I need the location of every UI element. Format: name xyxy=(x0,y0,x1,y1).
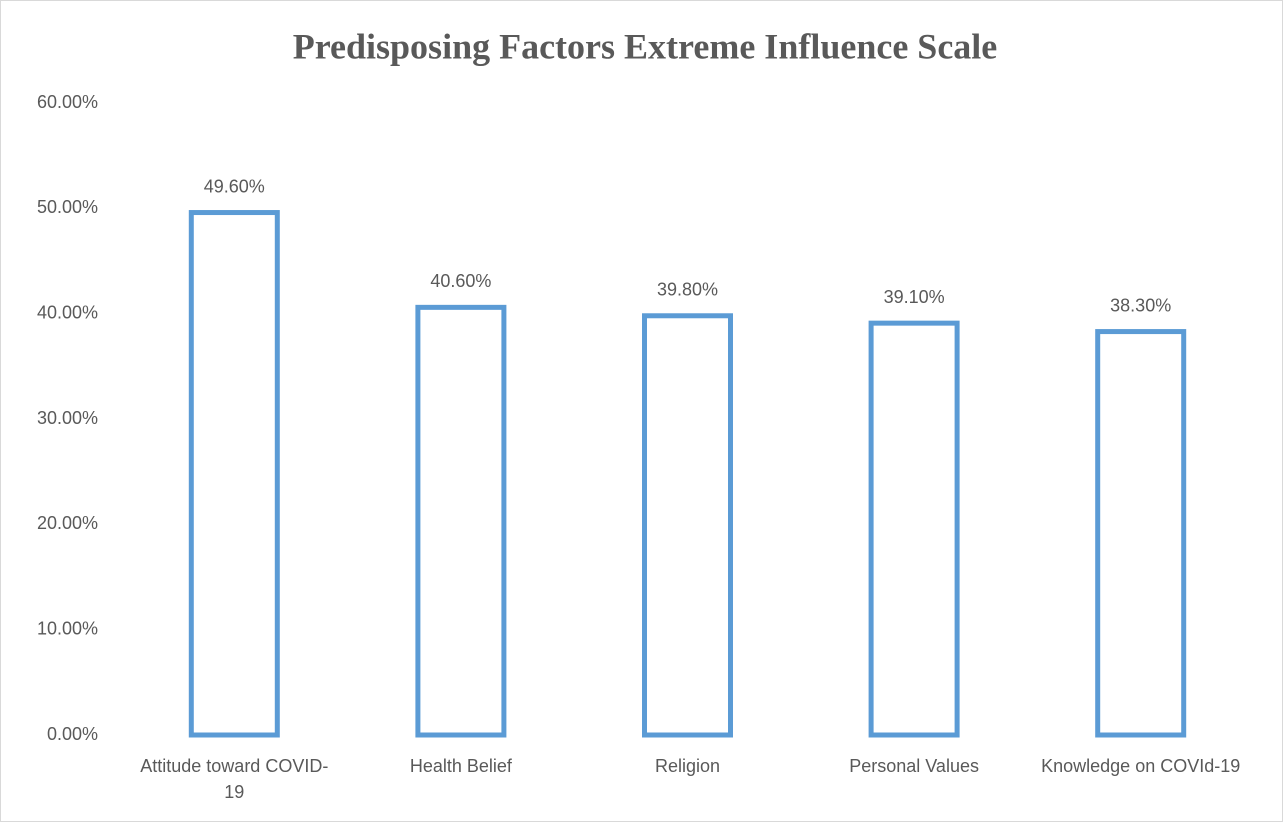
y-tick-label: 50.00% xyxy=(37,197,98,217)
x-tick-label: Attitude toward COVID-19 xyxy=(140,756,329,802)
x-tick-label: Personal Values xyxy=(849,756,979,776)
x-tick-label: Health Belief xyxy=(409,756,512,776)
x-tick-label: Religion xyxy=(654,756,721,776)
bar xyxy=(642,313,733,738)
data-label: 39.80% xyxy=(657,280,718,300)
bar xyxy=(415,304,507,738)
bar xyxy=(868,320,960,738)
y-tick-label: 10.00% xyxy=(37,618,98,638)
y-tick-label: 40.00% xyxy=(37,302,98,322)
y-tick-label: 20.00% xyxy=(37,513,98,533)
bar xyxy=(1095,329,1187,738)
bar xyxy=(188,210,280,738)
data-label: 40.60% xyxy=(430,271,491,291)
y-tick-label: 60.00% xyxy=(37,92,98,112)
y-tick-label: 30.00% xyxy=(37,408,98,428)
data-label: 38.30% xyxy=(1110,295,1171,315)
data-label: 49.60% xyxy=(204,176,265,196)
chart-title: Predisposing Factors Extreme Influence S… xyxy=(293,26,998,66)
y-tick-label: 0.00% xyxy=(47,724,98,744)
x-tick-label: Knowledge on COVId-19 xyxy=(1041,756,1241,776)
data-label: 39.10% xyxy=(884,287,945,307)
